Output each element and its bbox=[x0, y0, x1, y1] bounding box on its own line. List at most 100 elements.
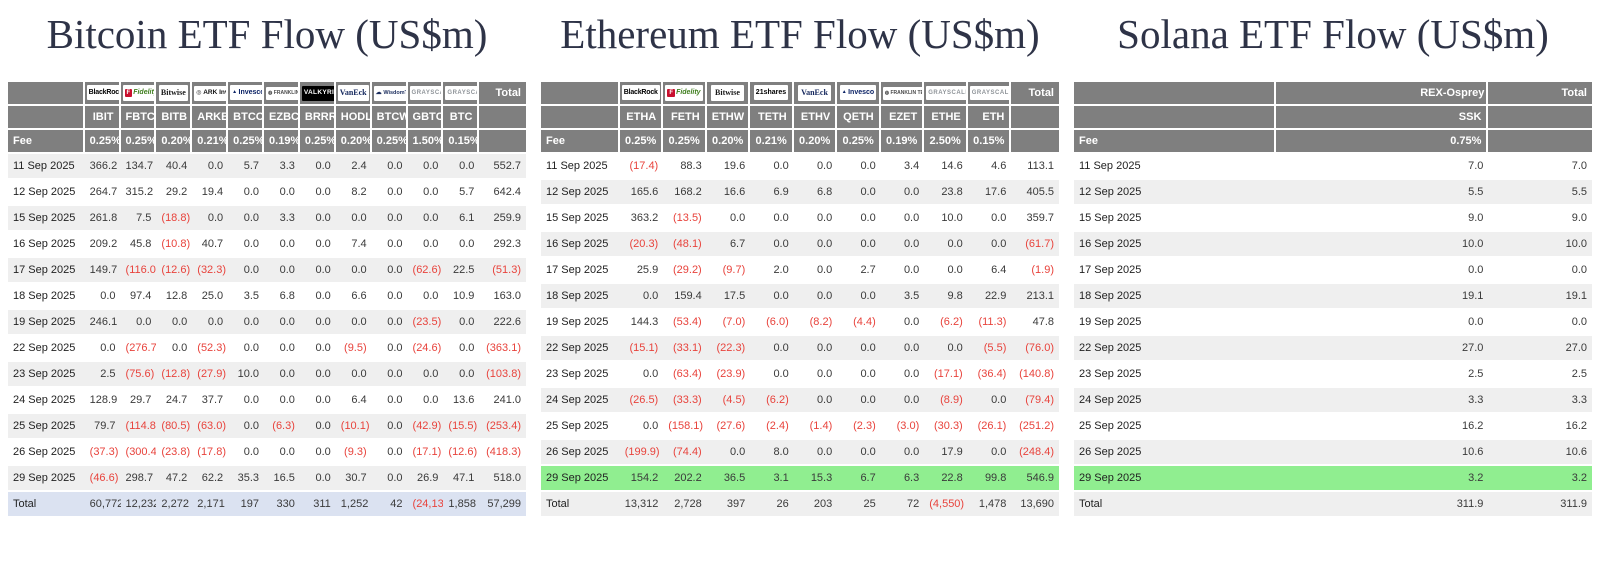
daily-flow-row: 16 Sep 2025 (20.3) (48.1) 6.7 0.0 0.0 0.0 0.0 0.… bbox=[541, 231, 1059, 258]
grayscale-logo: Grayscale bbox=[445, 86, 478, 101]
daily-flow-row: 23 Sep 2025 2.5 2.5 bbox=[1074, 361, 1592, 388]
flow-value-cell: 168.2 bbox=[663, 179, 707, 206]
solana-etf-flow-table: REX-Osprey Total SSK Fee 0.75% 11 Sep 2025 7.0… bbox=[1074, 81, 1592, 518]
flow-value-cell: 0.0 bbox=[837, 335, 881, 362]
flow-value-cell: 26.9 bbox=[407, 465, 444, 492]
flow-value-cell: 29.2 bbox=[156, 179, 193, 206]
flow-value-cell: 0.0 bbox=[299, 283, 336, 310]
flow-value-cell: (62.6) bbox=[407, 257, 444, 284]
flow-value-cell: 0.0 bbox=[793, 439, 838, 466]
ticker-header-ibit: IBIT bbox=[84, 105, 121, 130]
flow-date-cell: 23 Sep 2025 bbox=[8, 361, 85, 388]
flow-value-cell: (27.6) bbox=[706, 413, 751, 440]
flow-value-cell: 0.0 bbox=[407, 205, 444, 232]
daily-flow-row: 23 Sep 2025 0.0 (63.4) (23.9) 0.0 0.0 0.0 0.0 (1… bbox=[541, 361, 1059, 388]
flow-value-cell: 0.0 bbox=[228, 257, 265, 284]
flow-value-cell: 0.0 bbox=[371, 361, 408, 388]
flow-value-cell: 6.4 bbox=[967, 257, 1012, 284]
flow-date-cell: 16 Sep 2025 bbox=[1074, 231, 1277, 258]
vaneck-logo: VanEck bbox=[337, 84, 369, 101]
flow-value-cell: (11.3) bbox=[967, 309, 1012, 336]
fee-row-label: Fee bbox=[541, 129, 620, 154]
flow-value-cell: 0.0 bbox=[264, 335, 300, 362]
grand-total-cell: 57,299 bbox=[479, 491, 526, 518]
flow-value-cell: 47.2 bbox=[156, 465, 193, 492]
daily-flow-row: 15 Sep 2025 261.8 7.5 (18.8) 0.0 0.0 3.3 0.0 0.0… bbox=[8, 205, 526, 232]
flow-value-cell: 22.5 bbox=[443, 257, 480, 284]
flow-value-cell: 0.0 bbox=[192, 153, 229, 180]
flow-value-cell: (6.2) bbox=[750, 387, 794, 414]
flow-value-cell: 0.0 bbox=[407, 179, 444, 206]
ticker-row: ETHA FETH ETHW TETH ETHV QETH EZET ETHE ETH bbox=[541, 105, 1059, 130]
flow-value-cell: 10.9 bbox=[443, 283, 480, 310]
daily-flow-row: 25 Sep 2025 0.0 (158.1) (27.6) (2.4) (1.4) (2.… bbox=[541, 413, 1059, 440]
ticker-header-ssk: SSK bbox=[1276, 105, 1489, 130]
totals-row: Total 60,772 12,232 2,272 2,171 197 330 311 1,25… bbox=[8, 491, 526, 518]
flow-value-cell: (9.3) bbox=[335, 439, 372, 466]
daily-flow-row: 18 Sep 2025 19.1 19.1 bbox=[1074, 283, 1592, 310]
flow-date-cell: 24 Sep 2025 bbox=[1074, 387, 1277, 414]
column-total-cell: 1,252 bbox=[335, 491, 372, 518]
flow-value-cell: 2.5 bbox=[84, 361, 121, 388]
fee-value-ethv: 0.20% bbox=[793, 129, 838, 154]
flow-value-cell: 0.0 bbox=[750, 205, 794, 232]
flow-value-cell: 0.0 bbox=[264, 439, 300, 466]
flow-value-cell: 0.0 bbox=[156, 309, 193, 336]
valkyrie-logo: Valkyrie bbox=[301, 86, 334, 101]
column-total-cell: 26 bbox=[750, 491, 794, 518]
daily-total-cell: 259.9 bbox=[479, 205, 526, 232]
flow-value-cell: 22.8 bbox=[924, 465, 968, 492]
flow-value-cell: (114.8) bbox=[120, 413, 157, 440]
flow-value-cell: 0.0 bbox=[228, 335, 265, 362]
blackrock-logo: BlackRock bbox=[621, 85, 660, 101]
column-total-cell: 1,478 bbox=[967, 491, 1012, 518]
flow-value-cell: 0.0 bbox=[264, 309, 300, 336]
flow-date-cell: 24 Sep 2025 bbox=[541, 387, 620, 414]
flow-value-cell: 0.0 bbox=[619, 361, 664, 388]
flow-value-cell: 19.1 bbox=[1276, 283, 1489, 310]
flow-value-cell: 0.0 bbox=[371, 387, 408, 414]
flow-date-cell: 11 Sep 2025 bbox=[8, 153, 85, 180]
daily-total-cell: 113.1 bbox=[1011, 153, 1059, 180]
daily-flow-row: 25 Sep 2025 79.7 (114.8) (80.5) (63.0) 0.0 (6.… bbox=[8, 413, 526, 440]
ticker-header-gbtc: GBTC bbox=[407, 105, 444, 130]
flow-date-cell: 22 Sep 2025 bbox=[8, 335, 85, 362]
flow-value-cell: 0.0 bbox=[1276, 257, 1489, 284]
flow-value-cell: (8.2) bbox=[793, 309, 838, 336]
solana-panel-title: Solana ETF Flow (US$m) bbox=[1117, 11, 1549, 57]
flow-value-cell: 5.7 bbox=[443, 179, 480, 206]
flow-value-cell: 36.5 bbox=[706, 465, 751, 492]
daily-total-cell: 292.3 bbox=[479, 231, 526, 258]
fee-value-btcw: 0.25% bbox=[371, 129, 408, 154]
flow-value-cell: 0.0 bbox=[84, 283, 121, 310]
daily-total-cell: (248.4) bbox=[1011, 439, 1059, 466]
flow-value-cell: 17.5 bbox=[706, 283, 751, 310]
flow-value-cell: (37.3) bbox=[84, 439, 121, 466]
bitcoin-etf-panel: Bitcoin ETF Flow (US$m) BlackRockFidelit… bbox=[8, 0, 526, 518]
flow-value-cell: 0.0 bbox=[967, 231, 1012, 258]
flow-value-cell: (52.3) bbox=[192, 335, 229, 362]
flow-date-cell: 22 Sep 2025 bbox=[541, 335, 620, 362]
fee-value-ibit: 0.25% bbox=[84, 129, 121, 154]
flow-value-cell: 0.0 bbox=[264, 257, 300, 284]
flow-value-cell: 0.0 bbox=[750, 361, 794, 388]
flow-value-cell: 10.6 bbox=[1276, 439, 1489, 466]
ticker-header-qeth: QETH bbox=[837, 105, 881, 130]
flow-value-cell: (22.3) bbox=[706, 335, 751, 362]
flow-value-cell: (10.1) bbox=[335, 413, 372, 440]
flow-value-cell: 97.4 bbox=[120, 283, 157, 310]
flow-value-cell: 14.6 bbox=[924, 153, 968, 180]
flow-value-cell: 0.0 bbox=[371, 335, 408, 362]
flow-value-cell: 3.3 bbox=[1276, 387, 1489, 414]
flow-value-cell: 0.0 bbox=[837, 439, 881, 466]
fee-row: Fee 0.25% 0.25% 0.20% 0.21% 0.25% 0.19% 0.25% 0.… bbox=[8, 129, 526, 154]
flow-value-cell: 0.0 bbox=[750, 153, 794, 180]
column-total-cell: 330 bbox=[264, 491, 300, 518]
flow-value-cell: 0.0 bbox=[371, 153, 408, 180]
flow-value-cell: (32.3) bbox=[192, 257, 229, 284]
daily-flow-row: 11 Sep 2025 366.2 134.7 40.4 0.0 5.7 3.3 0.0 2.4… bbox=[8, 153, 526, 180]
flow-value-cell: 246.1 bbox=[84, 309, 121, 336]
flow-value-cell: 0.0 bbox=[619, 283, 664, 310]
flow-value-cell: 0.0 bbox=[335, 205, 372, 232]
flow-value-cell: 0.0 bbox=[793, 153, 838, 180]
